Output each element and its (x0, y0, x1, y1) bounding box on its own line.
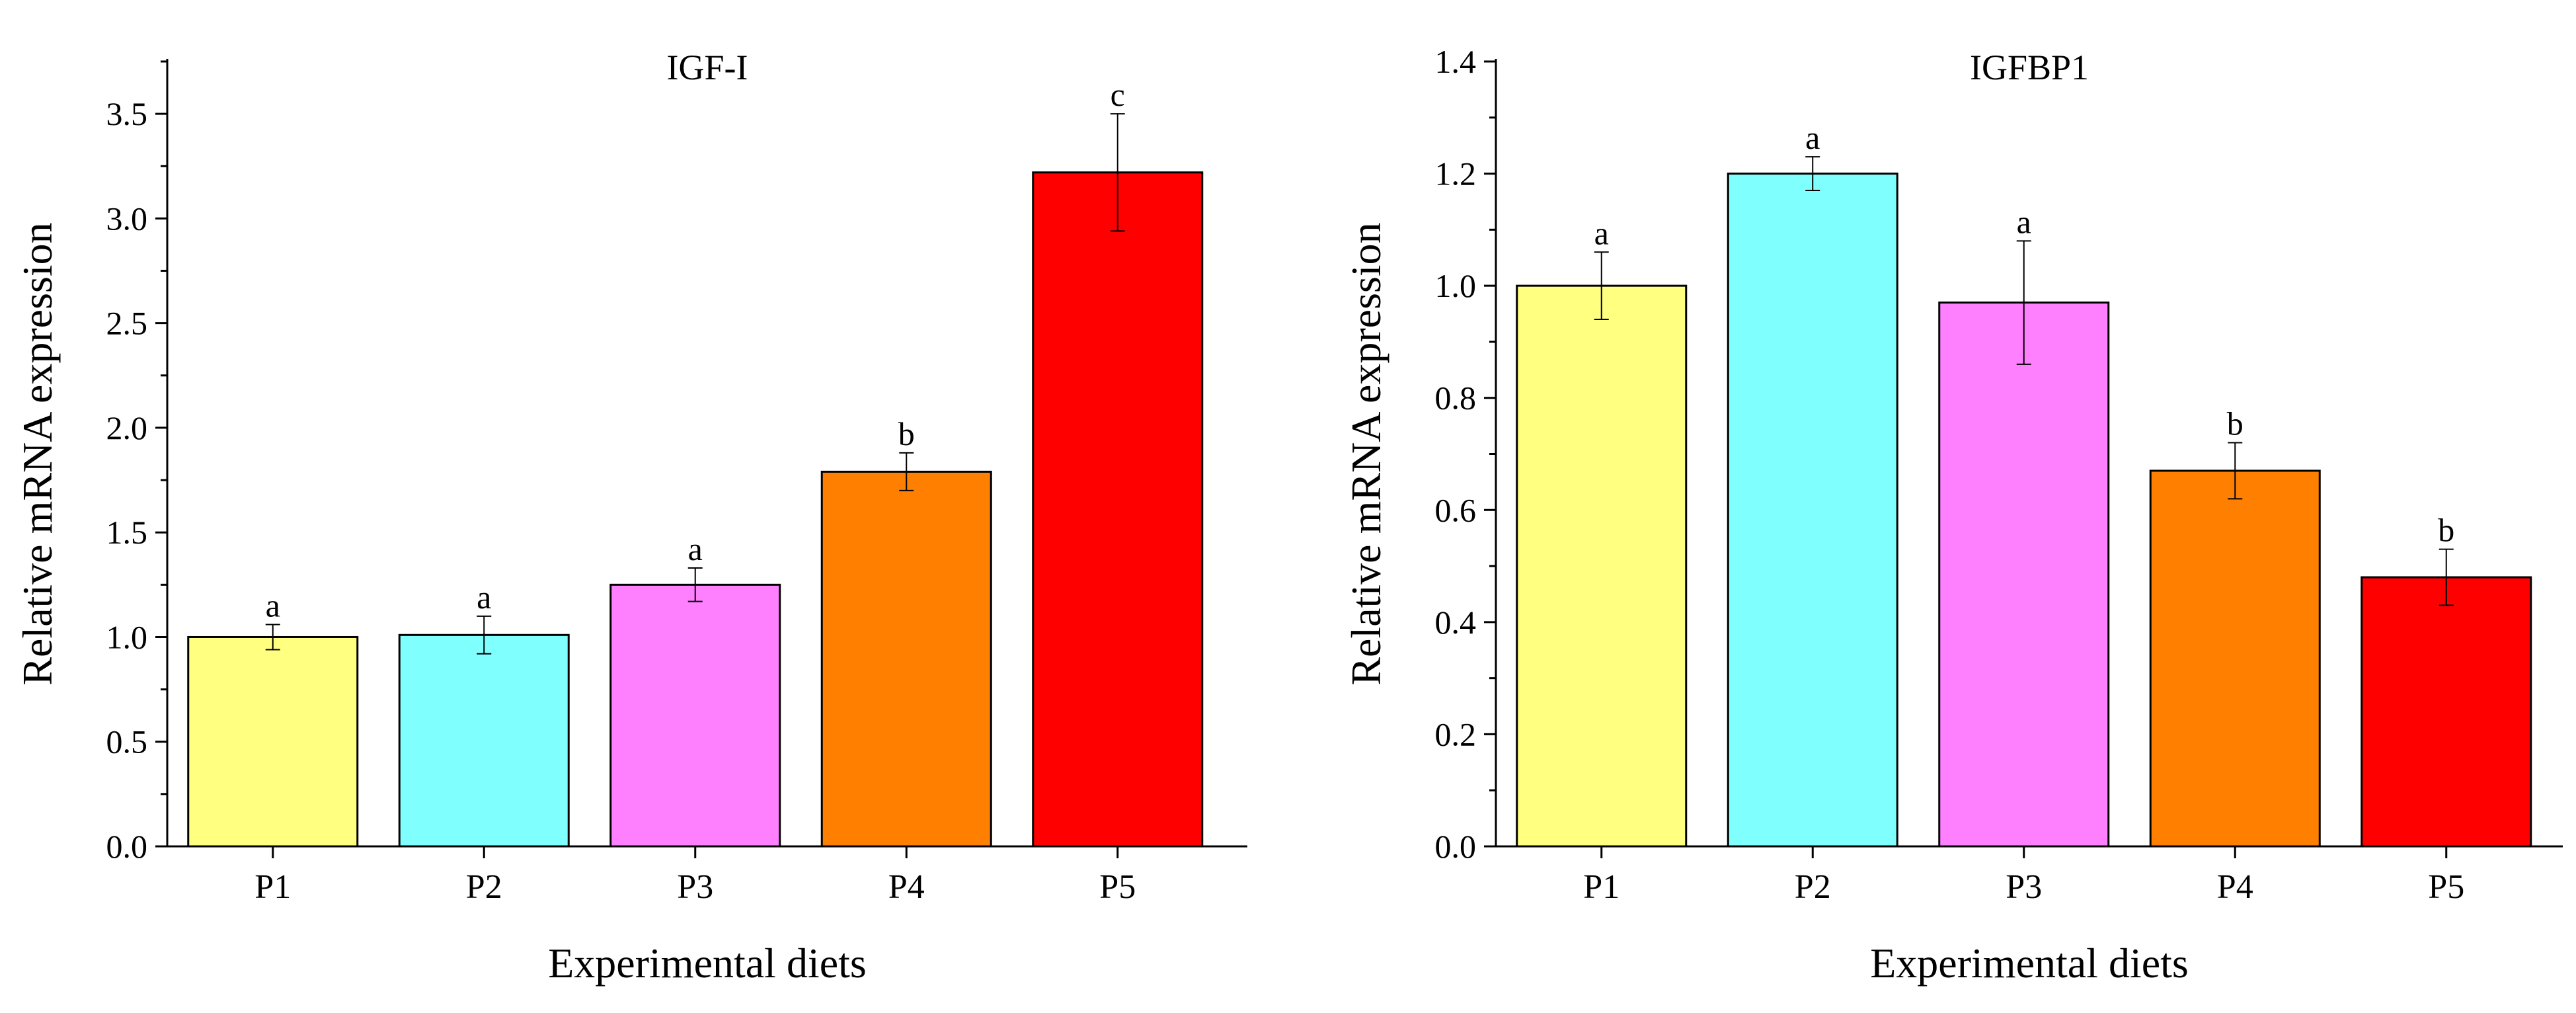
igf-i-bar-p3 (609, 583, 781, 848)
igfbp1-y-tick-label-6: 1.2 (1435, 155, 1477, 192)
igf-i-y-tick-label-3: 1.5 (106, 514, 148, 551)
igfbp1-y-tick-label-2: 0.4 (1435, 604, 1477, 641)
igf-i-significance-letter-3: a (688, 530, 703, 567)
igfbp1-bar-p3 (1938, 302, 2110, 848)
igf-i-y-tick-label-4: 2.0 (106, 409, 148, 446)
igfbp1-significance-letter-5: b (2438, 512, 2454, 549)
igfbp1-x-tick-label-1: P1 (1583, 868, 1620, 906)
igf-i-bar-p4 (820, 470, 992, 848)
igfbp1-significance-letter-3: a (2017, 203, 2031, 240)
igfbp1-y-tick-label-3: 0.6 (1435, 491, 1477, 528)
igf-i-significance-letter-1: a (266, 587, 280, 624)
igf-i-significance-letter-4: b (898, 415, 915, 452)
igfbp1-y-tick-label-0: 0.0 (1435, 828, 1477, 865)
igf-i-y-tick-label-5: 2.5 (106, 305, 148, 342)
igf-i-x-tick-label-4: P4 (888, 868, 925, 906)
igfbp1-y-tick-label-1: 0.2 (1435, 715, 1477, 752)
igf-i-y-tick-label-0: 0.0 (106, 828, 148, 865)
igfbp1-chart-panel: a a a b b 0.0 0.2 0.4 0.6 0.8 1.0 1.2 1.4 P1 P2 P3 P4 P5 I… (1343, 43, 2563, 987)
igf-i-x-tick-label-1: P1 (254, 868, 291, 906)
igfbp1-y-tick-label-7: 1.4 (1435, 43, 1477, 80)
igfbp1-y-tick-label-5: 1.0 (1435, 267, 1477, 304)
igf-i-significance-letter-5: c (1111, 76, 1125, 113)
igf-i-x-tick-label-5: P5 (1099, 868, 1136, 906)
igf-i-y-tick-label-7: 3.5 (106, 95, 148, 132)
igf-i-bar-p5 (1032, 171, 1204, 848)
igfbp1-significance-letter-4: b (2227, 405, 2244, 442)
igf-i-chart-title: IGF-I (667, 48, 748, 87)
igfbp1-bar-p4 (2149, 469, 2321, 848)
igfbp1-x-tick-label-4: P4 (2217, 868, 2253, 906)
igf-i-bar-p2 (398, 633, 570, 848)
igfbp1-bar-p1 (1516, 284, 1688, 848)
igf-i-x-tick-label-2: P2 (466, 868, 502, 906)
igfbp1-bar-p5 (2361, 576, 2532, 848)
igfbp1-significance-letter-2: a (1805, 119, 1820, 156)
igf-i-significance-letter-2: a (477, 579, 491, 616)
igfbp1-significance-letter-1: a (1594, 214, 1609, 251)
igfbp1-x-tick-label-5: P5 (2428, 868, 2464, 906)
igfbp1-x-tick-label-3: P3 (2006, 868, 2042, 906)
igf-i-y-axis-label: Relative mRNA expression (14, 222, 61, 685)
igf-i-y-tick-label-6: 3.0 (106, 200, 148, 237)
igf-i-x-tick-label-3: P3 (677, 868, 713, 906)
igf-i-x-axis-label: Experimental diets (548, 940, 867, 987)
igfbp1-x-axis-label: Experimental diets (1870, 940, 2189, 987)
igf-i-y-tick-label-1: 0.5 (106, 723, 148, 760)
igfbp1-y-tick-label-4: 0.8 (1435, 380, 1477, 417)
igfbp1-x-tick-label-2: P2 (1795, 868, 1831, 906)
igf-i-chart-panel: a a a b c 0.0 0.5 1.0 1.5 2.0 2.5 3.0 3.5 P1 P2 P3 P4 P5 I… (14, 48, 1247, 987)
igfbp1-y-axis-label: Relative mRNA expression (1343, 222, 1389, 685)
igfbp1-bar-p2 (1727, 173, 1898, 848)
igf-i-bar-p1 (187, 635, 359, 848)
igf-i-y-tick-label-2: 1.0 (106, 618, 148, 655)
igfbp1-chart-title: IGFBP1 (1970, 48, 2089, 87)
